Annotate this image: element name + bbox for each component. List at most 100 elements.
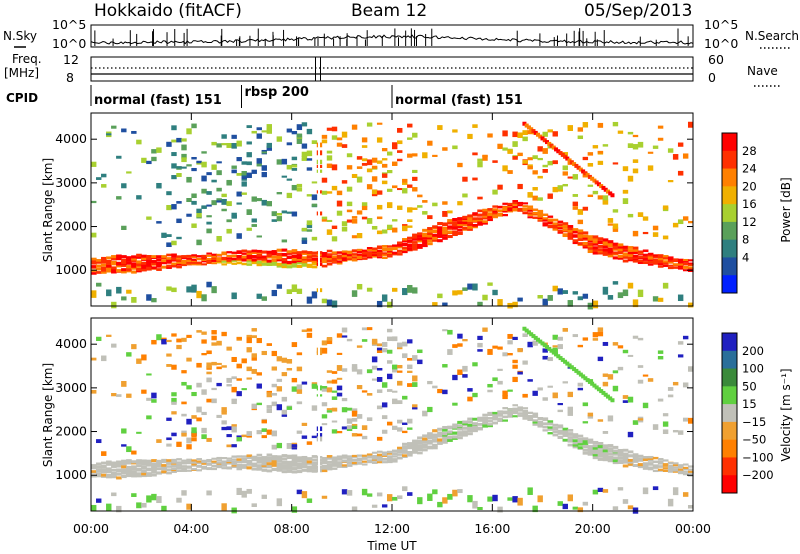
heatmap-cell xyxy=(251,353,257,358)
heatmap-cell xyxy=(567,237,574,240)
heatmap-cell xyxy=(502,411,508,415)
heatmap-cell xyxy=(437,431,443,435)
heatmap-cell xyxy=(206,371,212,375)
heatmap-cell xyxy=(452,431,458,435)
heatmap-cell xyxy=(131,264,137,268)
heatmap-cell xyxy=(251,196,257,202)
colorbar-swatch xyxy=(722,275,737,294)
heatmap-cell xyxy=(236,157,242,162)
heatmap-cell xyxy=(407,245,413,248)
heatmap-cell xyxy=(346,153,353,158)
heatmap-cell xyxy=(392,219,398,222)
heatmap-cell xyxy=(291,463,298,467)
heatmap-cell xyxy=(632,464,639,467)
heatmap-cell xyxy=(366,369,373,374)
heatmap-cell xyxy=(186,128,192,135)
heatmap-cell xyxy=(527,216,534,219)
heatmap-cell xyxy=(662,469,669,472)
heatmap-cell xyxy=(472,124,478,128)
heatmap-cell xyxy=(402,238,408,241)
heatmap-cell xyxy=(191,123,197,129)
heatmap-cell xyxy=(291,467,298,471)
heatmap-cell xyxy=(256,293,262,299)
heatmap-cell xyxy=(652,456,659,460)
heatmap-cell xyxy=(542,348,548,353)
heatmap-cell xyxy=(472,213,478,217)
heatmap-cell xyxy=(687,268,694,271)
heatmap-cell xyxy=(376,190,383,195)
heatmap-cell xyxy=(381,245,388,248)
heatmap-cell xyxy=(637,255,644,259)
heatmap-cell xyxy=(542,298,548,306)
heatmap-cell xyxy=(271,459,278,463)
heatmap-cell xyxy=(226,259,233,262)
heatmap-cell xyxy=(276,455,283,459)
heatmap-cell xyxy=(196,239,202,246)
heatmap-cell xyxy=(346,428,353,432)
heatmap-cell xyxy=(361,252,368,255)
heatmap-cell xyxy=(562,233,569,236)
heatmap-cell xyxy=(276,466,283,470)
heatmap-cell xyxy=(286,192,293,199)
heatmap-cell xyxy=(166,261,172,264)
heatmap-cell xyxy=(216,366,222,370)
heatmap-cell xyxy=(346,464,353,467)
colorbar-swatch xyxy=(722,475,737,494)
heatmap-cell xyxy=(647,263,654,266)
heatmap-cell xyxy=(346,250,353,253)
heatmap-cell xyxy=(422,211,428,215)
heatmap-cell xyxy=(146,461,152,465)
heatmap-cell xyxy=(526,330,531,335)
heatmap-cell xyxy=(266,429,272,435)
heatmap-cell xyxy=(512,200,519,203)
heatmap-cell xyxy=(196,382,202,388)
heatmap-cell xyxy=(141,354,147,361)
heatmap-cell xyxy=(326,370,333,373)
heatmap-cell xyxy=(417,446,423,450)
heatmap-cell xyxy=(276,356,283,362)
heatmap-cell xyxy=(592,444,599,448)
heatmap-cell xyxy=(301,435,308,439)
heatmap-cell xyxy=(276,458,283,463)
heatmap-cell xyxy=(386,451,393,454)
heatmap-cell xyxy=(306,469,313,473)
heatmap-cell xyxy=(271,455,278,459)
heatmap-cell xyxy=(351,256,358,259)
heatmap-cell xyxy=(381,342,388,347)
heatmap-cell xyxy=(246,141,252,145)
heatmap-cell xyxy=(392,390,398,393)
colorbar-tick-label: 16 xyxy=(742,197,757,211)
heatmap-cell xyxy=(141,469,147,473)
heatmap-cell xyxy=(361,254,368,257)
nsearch-label: N.Search xyxy=(745,29,799,43)
heatmap-cell xyxy=(371,253,378,257)
heatmap-cell xyxy=(136,472,142,476)
heatmap-cell xyxy=(281,460,288,464)
heatmap-cell xyxy=(467,214,473,218)
heatmap-cell xyxy=(552,345,558,348)
heatmap-cell xyxy=(326,229,333,235)
heatmap-cell xyxy=(276,258,283,262)
heatmap-cell xyxy=(306,328,313,332)
heatmap-cell xyxy=(572,194,579,197)
heatmap-cell xyxy=(392,452,398,455)
heatmap-cell xyxy=(647,462,654,465)
heatmap-cell xyxy=(467,396,473,402)
heatmap-cell xyxy=(256,163,262,167)
heatmap-cell xyxy=(296,261,303,265)
heatmap-cell xyxy=(472,152,478,156)
heatmap-cell xyxy=(176,441,182,447)
heatmap-cell xyxy=(502,395,508,400)
heatmap-cell xyxy=(371,451,378,454)
heatmap-cell xyxy=(181,432,187,437)
heatmap-cell xyxy=(376,450,383,453)
heatmap-cell xyxy=(146,265,152,269)
heatmap-cell xyxy=(422,152,428,159)
heatmap-cell xyxy=(196,160,202,164)
heatmap-cell xyxy=(361,425,368,430)
heatmap-cell xyxy=(547,422,554,425)
heatmap-cell xyxy=(563,359,568,364)
heatmap-cell xyxy=(266,124,272,130)
heatmap-cell xyxy=(256,458,263,462)
heatmap-cell xyxy=(121,296,127,301)
